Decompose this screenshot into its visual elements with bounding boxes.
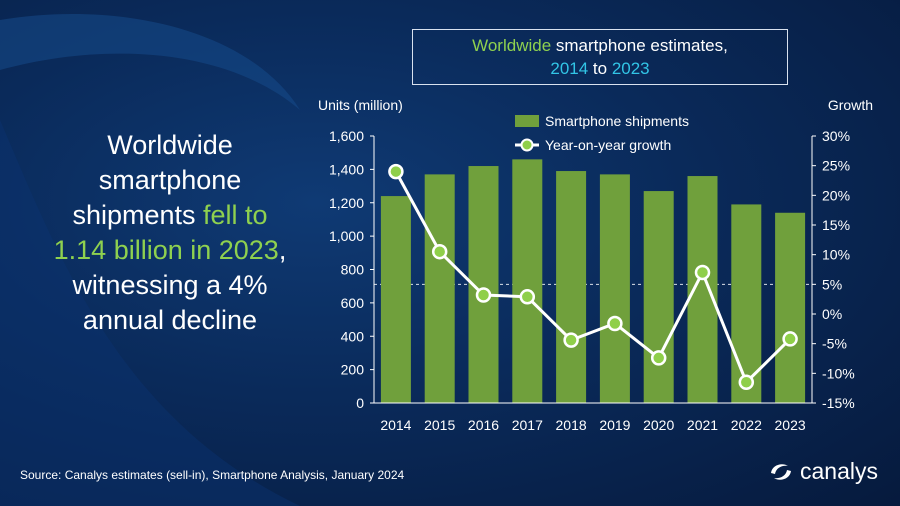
left-axis-title: Units (million) xyxy=(318,97,403,113)
logo-text: canalys xyxy=(800,458,878,484)
left-tick-label: 1,600 xyxy=(329,128,364,144)
x-tick-label: 2021 xyxy=(687,417,718,433)
x-tick-label: 2020 xyxy=(643,417,674,433)
headline-highlight: 1.14 billion in 2023 xyxy=(53,235,279,265)
headline-line: annual decline xyxy=(82,305,258,335)
left-tick-label: 600 xyxy=(341,295,365,311)
left-tick-label: 200 xyxy=(341,362,365,378)
right-tick-label: -10% xyxy=(822,365,855,381)
right-tick-label: -5% xyxy=(822,336,847,352)
legend-label-bars: Smartphone shipments xyxy=(545,113,689,129)
x-tick-label: 2022 xyxy=(731,417,762,433)
growth-marker xyxy=(563,332,579,348)
growth-marker xyxy=(519,289,536,305)
headline-text: shipments xyxy=(72,200,203,230)
headline-highlight: fell to xyxy=(203,200,268,230)
legend-swatch-bars xyxy=(515,115,539,127)
canalys-swirl-icon xyxy=(771,463,791,480)
growth-line xyxy=(394,170,792,385)
title-year-start: 2014 xyxy=(550,59,589,78)
bar xyxy=(556,171,587,403)
headline-text: , xyxy=(278,235,287,265)
right-tick-label: 5% xyxy=(822,276,842,292)
bar xyxy=(643,191,674,403)
legend-marker xyxy=(520,138,534,152)
growth-marker xyxy=(650,350,667,366)
growth-marker xyxy=(607,315,623,332)
bar xyxy=(512,159,543,403)
headline: Worldwide smartphone shipments fell to 1… xyxy=(20,128,320,338)
canalys-logo: canalys xyxy=(768,458,878,485)
growth-marker xyxy=(431,243,448,260)
x-tick-label: 2014 xyxy=(380,417,411,433)
right-tick-label: 15% xyxy=(822,217,850,233)
left-tick-label: 0 xyxy=(356,395,364,411)
right-tick-label: 20% xyxy=(822,187,850,203)
growth-marker xyxy=(738,374,755,390)
bar xyxy=(380,196,411,403)
legend-label-line: Year-on-year growth xyxy=(545,137,671,153)
right-tick-label: 25% xyxy=(822,158,850,174)
growth-marker xyxy=(388,163,404,180)
bar xyxy=(599,174,630,403)
bar xyxy=(731,204,762,403)
x-tick-label: 2018 xyxy=(556,417,587,433)
chart-title-box: Worldwide smartphone estimates, 2014 to … xyxy=(412,29,788,85)
left-tick-label: 1,200 xyxy=(329,195,364,211)
right-tick-label: 0% xyxy=(822,306,842,322)
chart-title-line2: 2014 to 2023 xyxy=(413,57,787,80)
headline-line: witnessing a 4% xyxy=(72,270,268,300)
x-tick-label: 2016 xyxy=(468,417,499,433)
legend: Smartphone shipments Year-on-year growth xyxy=(515,113,689,153)
title-year-end: 2023 xyxy=(611,59,650,78)
left-tick-label: 400 xyxy=(341,328,365,344)
title-text: smartphone estimates, xyxy=(551,36,728,55)
growth-marker xyxy=(694,264,711,281)
growth-marker xyxy=(475,287,492,303)
chart-title-line1: Worldwide smartphone estimates, xyxy=(413,34,787,57)
headline-line: smartphone xyxy=(98,165,242,195)
growth-marker xyxy=(782,331,798,347)
line-series xyxy=(388,163,798,390)
headline-line: 1.14 billion in 2023, xyxy=(20,233,320,268)
left-tick-label: 1,400 xyxy=(329,161,364,177)
headline-line: shipments fell to xyxy=(20,198,320,233)
headline-line: Worldwide xyxy=(107,130,233,160)
x-tick-label: 2023 xyxy=(775,417,806,433)
left-tick-label: 800 xyxy=(341,262,365,278)
left-tick-label: 1,000 xyxy=(329,228,364,244)
title-highlight: Worldwide xyxy=(472,36,552,55)
bar xyxy=(687,176,718,403)
right-tick-label: 30% xyxy=(822,128,850,144)
right-tick-label: -15% xyxy=(822,395,855,411)
title-text: to xyxy=(588,59,612,78)
right-tick-label: 10% xyxy=(822,247,850,263)
right-axis-title: Growth xyxy=(828,97,873,113)
source-note: Source: Canalys estimates (sell-in), Sma… xyxy=(20,468,405,482)
bar xyxy=(775,212,806,403)
axes: 0 200 400 600 800 1,000 1,200 1,400 1,600 -15% -10… xyxy=(329,128,855,433)
bar xyxy=(424,174,455,403)
x-tick-label: 2015 xyxy=(424,417,455,433)
x-tick-label: 2017 xyxy=(512,417,543,433)
x-tick-label: 2019 xyxy=(599,417,630,433)
